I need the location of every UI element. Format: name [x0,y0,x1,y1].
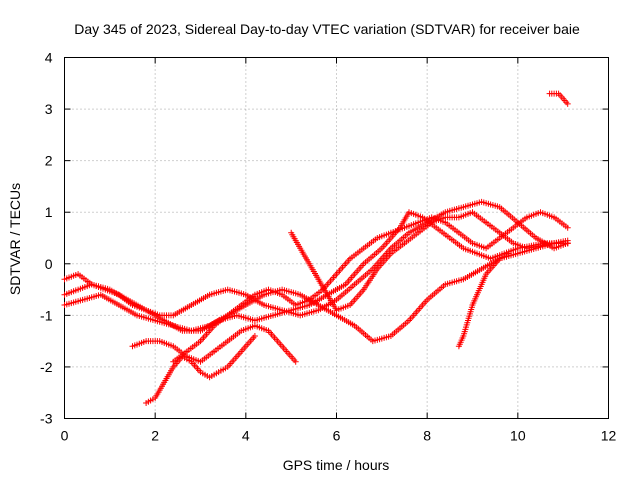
y-tick-label: 4 [45,50,53,66]
data-point [251,333,258,339]
x-tick-label: 8 [423,428,431,444]
y-tick-label: -1 [40,307,53,323]
y-tick-label: 1 [45,204,53,220]
y-axis-label: SDTVAR / TECUs [7,183,23,295]
data-point [564,224,571,231]
grid [64,57,609,419]
y-tick-label: 2 [45,153,53,169]
x-tick-label: 0 [61,428,69,444]
y-tick-label: 0 [45,256,53,272]
y-tick-label: 3 [45,101,53,117]
x-axis-label: GPS time / hours [283,457,390,473]
x-tick-label: 4 [242,428,250,444]
chart-title: Day 345 of 2023, Sidereal Day-to-day VTE… [74,21,580,37]
y-tick-label: -2 [40,359,53,375]
data-point [505,250,512,257]
data-point [564,237,571,244]
x-tick-label: 10 [510,428,526,444]
y-tick-label: -3 [40,411,53,427]
data-point [292,358,299,365]
x-tick-label: 12 [601,428,617,444]
data-point [564,100,571,107]
x-tick-label: 6 [333,428,341,444]
data-marks [61,90,571,406]
x-tick-label: 2 [151,428,159,444]
